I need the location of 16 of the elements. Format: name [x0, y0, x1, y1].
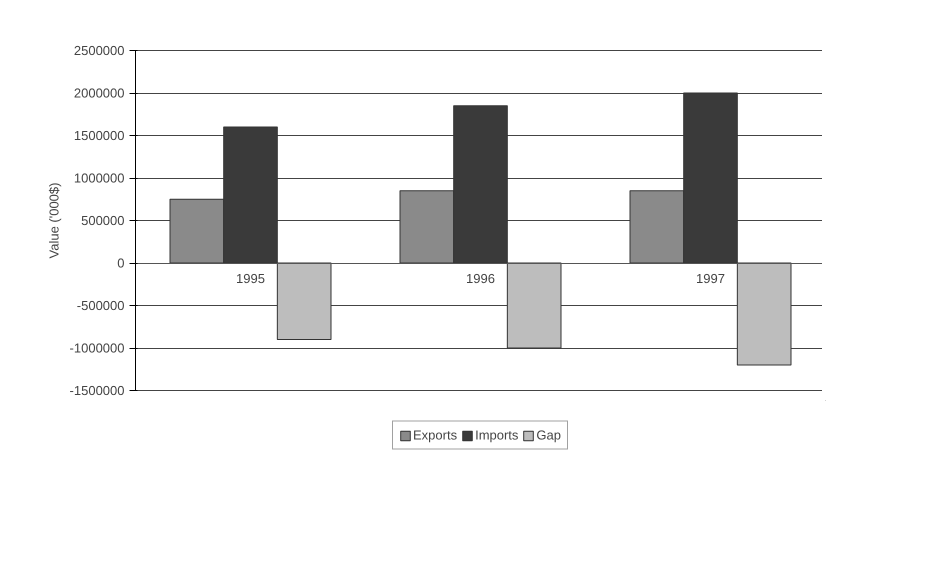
y-tick-label: 1500000 — [74, 128, 125, 143]
legend-label: Imports — [475, 428, 518, 442]
y-tick-label: -1000000 — [70, 340, 125, 356]
y-tick-label: 1000000 — [74, 170, 125, 186]
x-tick-label: 1995 — [236, 271, 265, 286]
x-tick-label: 1996 — [466, 271, 495, 286]
legend-label: Exports — [413, 428, 458, 442]
y-tick-label: -1500000 — [70, 383, 125, 398]
y-axis-title: Value ('000$) — [46, 182, 62, 258]
y-tick-label: 2000000 — [74, 86, 125, 100]
x-tick-label: 1997 — [696, 271, 725, 286]
y-tick-label: 2500000 — [74, 43, 125, 58]
y-tick-label: 500000 — [81, 213, 125, 228]
y-tick-label: 0 — [117, 256, 125, 270]
y-tick-label: -500000 — [76, 298, 125, 313]
legend-label: Gap — [536, 428, 561, 442]
